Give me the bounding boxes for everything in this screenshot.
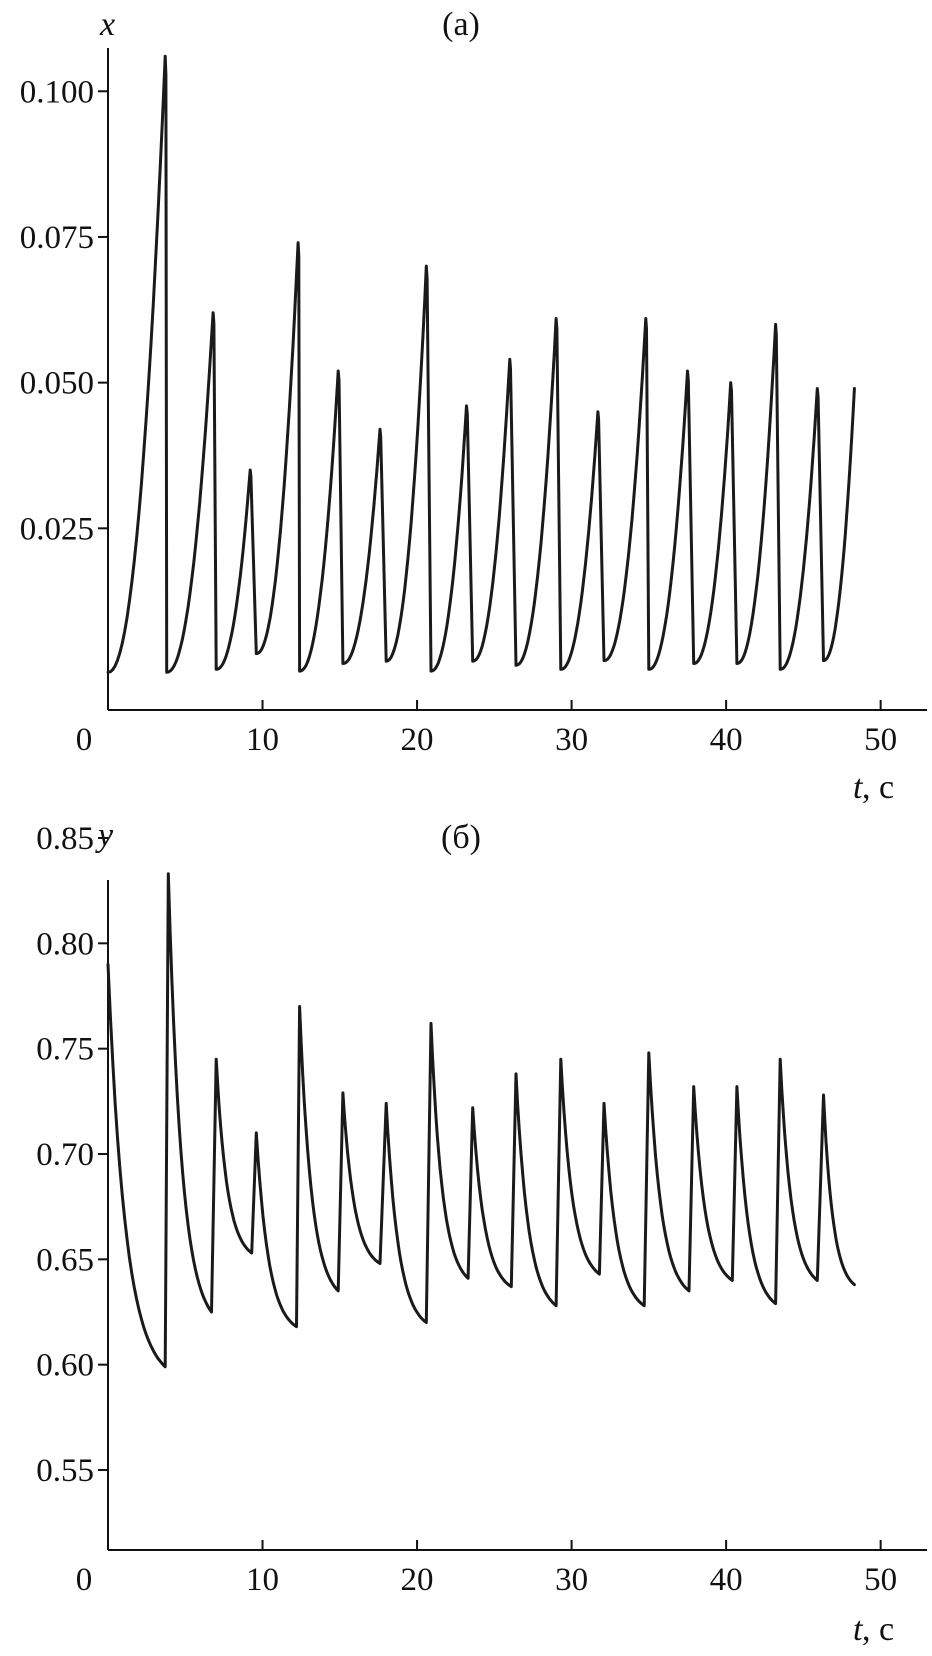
panel-b-x-tick-label: 20 xyxy=(401,1562,434,1598)
panel-a-x-tick-label: 0 xyxy=(76,722,93,758)
panel-b-series-line xyxy=(106,872,856,1369)
panel-a-y-tick-label: 0.100 xyxy=(20,74,94,110)
panel-b-y-tick-label: 0.55 xyxy=(36,1453,94,1489)
panel-a-x-tick-label: 30 xyxy=(555,722,588,758)
panel-a-x-tick-label: 50 xyxy=(864,722,897,758)
panel-a-x-axis-unit: , с xyxy=(862,769,894,806)
panel-b-y-tick-label: 0.80 xyxy=(36,926,94,962)
panel-b-x-tick-label: 40 xyxy=(710,1562,743,1598)
panel-b-label: (б) xyxy=(441,819,481,856)
panel-a-x-tick-label: 40 xyxy=(710,722,743,758)
panel-a-y-ticks: 0.025 0.050 0.075 0.100 xyxy=(20,74,108,547)
panel-b-y-tick-label: 0.70 xyxy=(36,1137,94,1173)
panel-b-y-tick-label: 0.65 xyxy=(36,1242,94,1278)
panel-a-y-tick-label: 0.075 xyxy=(20,220,94,256)
panel-a-y-tick-label: 0.050 xyxy=(20,366,94,402)
panel-b-x-axis-label: t xyxy=(853,1611,864,1648)
panel-b-x-tick-label: 10 xyxy=(246,1562,279,1598)
panel-b-x-axis-unit: , с xyxy=(862,1611,894,1648)
panel-b-x-tick-label: 0 xyxy=(76,1562,93,1598)
panel-b-x-ticks: 0 10 20 30 40 50 xyxy=(76,1540,897,1598)
panel-b-y-ticks: 0.55 0.60 0.65 0.70 0.75 0.80 0.85 xyxy=(36,821,108,1489)
panel-a-x-tick-label: 20 xyxy=(401,722,434,758)
panel-a-x-axis-title: t , с xyxy=(853,769,894,806)
panel-a-x-tick-label: 10 xyxy=(246,722,279,758)
panel-a-series-line xyxy=(106,54,856,674)
panel-a: (а) x 0.025 0.050 0.075 0.100 0 10 20 30 40 50 t… xyxy=(20,6,927,806)
panel-a-y-axis-label: x xyxy=(99,6,115,43)
panel-a-x-axis-label: t xyxy=(853,769,864,806)
panel-b-y-axis-label: y xyxy=(95,817,114,854)
panel-a-y-tick-label: 0.025 xyxy=(20,511,94,547)
panel-b-y-tick-label: 0.85 xyxy=(36,821,94,857)
panel-b: (б) y 0.55 0.60 0.65 0.70 0.75 0.80 0.85 0 10 20… xyxy=(36,817,927,1648)
panel-b-x-tick-label: 30 xyxy=(555,1562,588,1598)
panel-b-x-tick-label: 50 xyxy=(864,1562,897,1598)
panel-b-x-axis-title: t , с xyxy=(853,1611,894,1648)
panel-b-y-tick-label: 0.75 xyxy=(36,1032,94,1068)
panel-a-label: (а) xyxy=(442,6,480,43)
panel-b-y-tick-label: 0.60 xyxy=(36,1348,94,1384)
panel-a-x-ticks: 0 10 20 30 40 50 xyxy=(76,700,897,758)
